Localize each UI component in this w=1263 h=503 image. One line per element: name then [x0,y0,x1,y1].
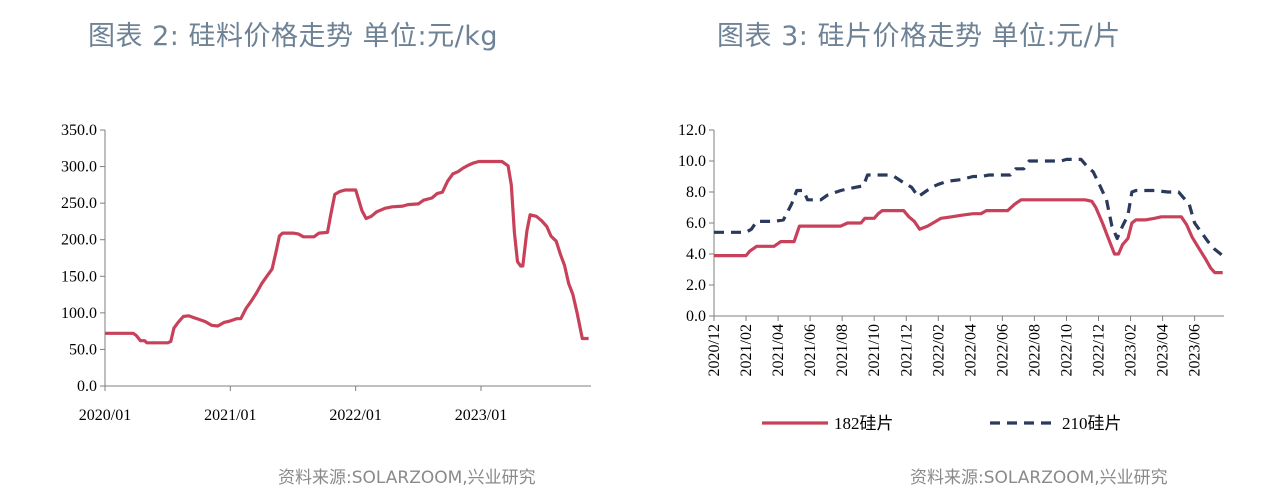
y-tick-label: 0.0 [77,378,97,395]
legend-label: 182硅片 [834,414,894,433]
y-tick-label: 0.0 [686,308,706,325]
x-tick-label: 2022/06 [994,324,1011,376]
x-tick-label: 2021/06 [802,324,819,376]
x-tick-label: 2020/01 [79,407,131,424]
y-tick-label: 250.0 [61,195,97,212]
x-tick-label: 2021/02 [738,324,755,376]
source-note: 资料来源:SOLARZOOM,兴业研究 [910,468,1168,488]
x-tick-label: 2021/04 [770,324,787,376]
chart-panel-silicon-material: 图表 2: 硅料价格走势 单位:元/kg 0.0 50.0 100.0 150.0 20… [61,21,591,488]
chart-title: 图表 3: 硅片价格走势 单位:元/片 [717,21,1121,52]
x-tick-label: 2022/10 [1058,324,1075,376]
series-line-silicon [105,159,589,345]
y-tick-label: 350.0 [61,122,97,139]
y-tick-label: 4.0 [686,246,706,263]
x-tick-label: 2023/02 [1123,324,1140,376]
y-tick-label: 10.0 [678,153,706,170]
y-tick-label: 6.0 [686,215,706,232]
legend-label: 210硅片 [1062,414,1122,433]
y-tick-label: 200.0 [61,232,97,249]
x-tick-label: 2022/04 [962,324,979,376]
y-tick-label: 100.0 [61,305,97,322]
y-tick-label: 2.0 [686,277,706,294]
wafer-price-chart: 0.0 2.0 4.0 6.0 8.0 10.0 12.0 2020/12 2021/02 202… [678,122,1224,433]
x-tick-label: 2021/08 [834,324,851,376]
x-tick-label: 2021/12 [898,324,915,376]
y-tick-label: 12.0 [678,122,706,139]
y-tick-label: 300.0 [61,159,97,176]
x-tick-label: 2023/04 [1155,324,1172,376]
x-tick-label: 2023/06 [1187,324,1204,376]
chart-panel-wafer: 图表 3: 硅片价格走势 单位:元/片 0.0 2.0 4.0 6.0 8.0 10.0 1… [632,0,1263,503]
series-line-210 [714,157,1224,257]
x-tick-label: 2021/01 [204,407,256,424]
x-tick-label: 2021/10 [866,324,883,376]
x-tick-label: 2022/08 [1026,324,1043,376]
source-note: 资料来源:SOLARZOOM,兴业研究 [278,468,536,488]
x-tick-label: 2020/12 [706,324,723,376]
series-line-182 [714,198,1223,275]
y-tick-label: 150.0 [61,268,97,285]
x-tick-label: 2023/01 [455,407,507,424]
y-tick-label: 50.0 [69,341,97,358]
x-tick-label: 2022/12 [1091,324,1108,376]
x-tick-label: 2022/02 [930,324,947,376]
chart-title: 图表 2: 硅料价格走势 单位:元/kg [88,21,498,52]
y-tick-label: 8.0 [686,184,706,201]
x-tick-label: 2022/01 [329,407,381,424]
silicon-price-chart: 0.0 50.0 100.0 150.0 200.0 250.0 300.0 350.0 202… [61,122,591,424]
